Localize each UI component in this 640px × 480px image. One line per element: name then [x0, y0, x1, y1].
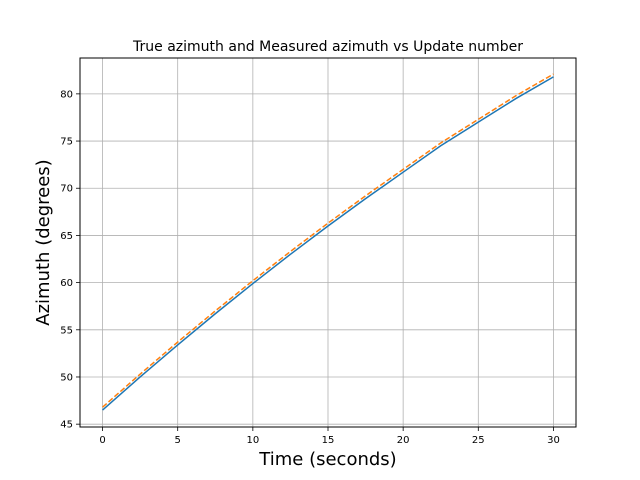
x-tick-label: 15 — [322, 435, 335, 446]
x-tick-label: 20 — [397, 435, 410, 446]
y-tick-label: 45 — [60, 420, 73, 431]
series-group — [102, 73, 554, 411]
y-tick-label: 70 — [60, 184, 73, 195]
y-tick-label: 65 — [60, 231, 73, 242]
x-tick-label: 30 — [547, 435, 560, 446]
ticks: 0 5 10 15 20 25 30 45 50 55 60 65 70 75 80 — [60, 89, 560, 446]
x-tick-label: 10 — [246, 435, 259, 446]
x-tick-label: 5 — [175, 435, 181, 446]
chart-title: True azimuth and Measured azimuth vs Upd… — [132, 39, 523, 55]
y-tick-label: 80 — [60, 89, 73, 100]
x-axis-label: Time (seconds) — [258, 449, 396, 470]
grid — [80, 58, 576, 427]
y-tick-label: 55 — [60, 325, 73, 336]
y-axis-label: Azimuth (degrees) — [33, 159, 54, 325]
y-tick-label: 50 — [60, 372, 73, 383]
series-line-2 — [102, 73, 554, 408]
x-tick-label: 0 — [99, 435, 105, 446]
y-tick-label: 75 — [60, 137, 73, 148]
series-line-1 — [102, 76, 554, 411]
y-tick-label: 60 — [60, 278, 73, 289]
x-tick-label: 25 — [472, 435, 485, 446]
